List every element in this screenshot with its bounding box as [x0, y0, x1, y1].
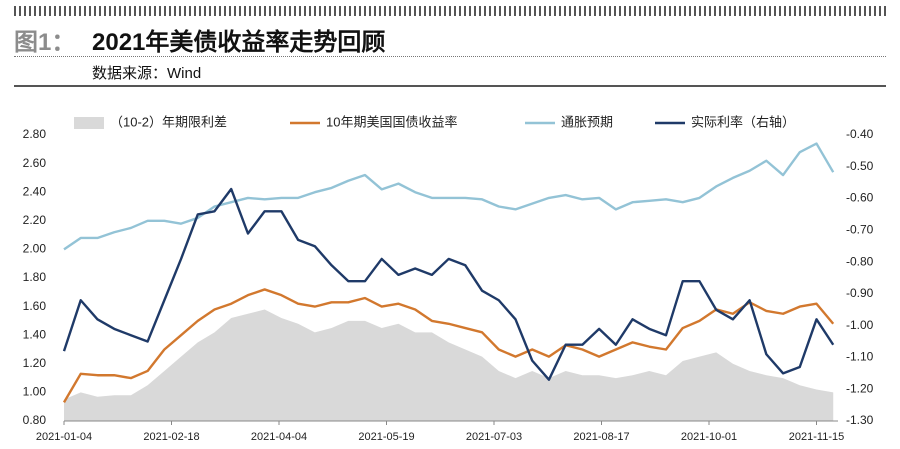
divider: [14, 56, 886, 57]
x-tick-label: 2021-05-19: [358, 431, 414, 443]
figure-title: 2021年美债收益率走势回顾: [92, 29, 386, 56]
y-tick-label: 1.00: [23, 385, 47, 399]
y2-tick-label: -1.10: [846, 350, 874, 364]
line: [63, 142, 835, 251]
source: 数据来源：Wind: [92, 65, 202, 82]
y-tick-label: 0.80: [23, 413, 47, 427]
x-tick-label: 2021-02-18: [143, 431, 199, 443]
figure-label: 图1：: [14, 29, 76, 56]
x-tick-label: 2021-04-04: [251, 431, 307, 443]
x-tick-label: 2021-10-01: [681, 431, 737, 443]
dotted-bar: [14, 6, 886, 16]
y2-tick-label: -0.50: [846, 159, 874, 173]
y2-tick-label: -1.00: [846, 318, 874, 332]
divider: [14, 85, 886, 87]
y2-tick-label: -1.30: [846, 413, 874, 427]
y-tick-label: 2.60: [23, 156, 47, 170]
legend-label: （10-2）年期限利差: [110, 114, 227, 129]
legend-label: 实际利率（右轴）: [691, 114, 795, 129]
y-tick-label: 1.80: [23, 270, 47, 284]
legend-label: 通胀预期: [561, 114, 613, 129]
line: [62, 288, 835, 404]
y2-tick-label: -0.80: [846, 254, 874, 268]
y2-tick-label: -0.60: [846, 191, 874, 205]
x-tick-label: 2021-08-17: [573, 431, 629, 443]
y2-tick-label: -0.70: [846, 223, 874, 237]
legend-label: 10年期美国国债收益率: [326, 114, 457, 129]
y-tick-label: 1.40: [23, 327, 47, 341]
y2-tick-label: -0.40: [846, 127, 874, 141]
y-tick-label: 2.00: [23, 242, 47, 256]
y-tick-label: 2.40: [23, 184, 47, 198]
line: [62, 187, 835, 381]
x-tick-label: 2021-07-03: [466, 431, 522, 443]
y-tick-label: 2.80: [23, 127, 47, 141]
y-tick-label: 1.20: [23, 356, 47, 370]
legend-swatch: [74, 117, 104, 129]
area: [64, 309, 834, 421]
x-tick-label: 2021-01-04: [36, 431, 92, 443]
y2-tick-label: -1.20: [846, 381, 874, 395]
y-tick-label: 2.20: [23, 213, 47, 227]
y-tick-label: 1.60: [23, 299, 47, 313]
y2-tick-label: -0.90: [846, 286, 874, 300]
x-tick-label: 2021-11-15: [789, 431, 844, 443]
header: 图1： 2021年美债收益率走势回顾 数据来源：Wind: [0, 0, 900, 90]
